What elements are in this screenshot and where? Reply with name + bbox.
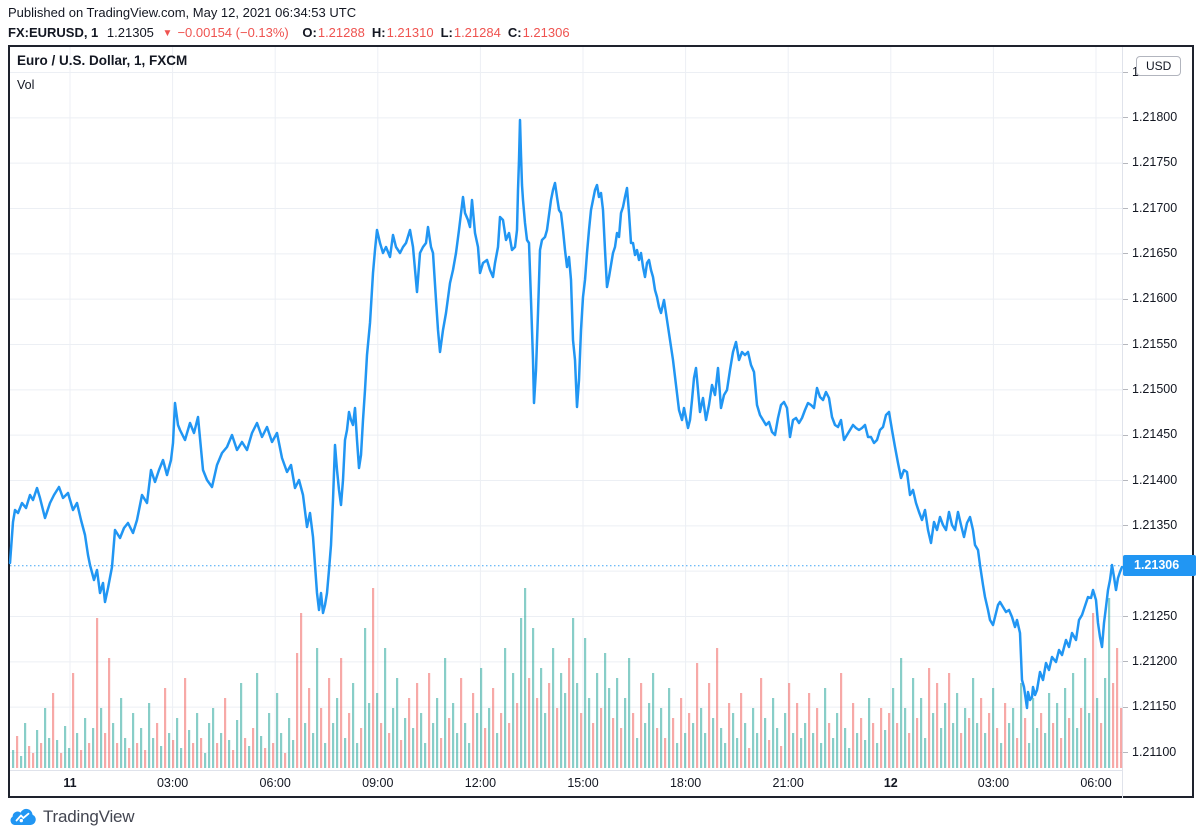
price-tick-label: 1.21350 bbox=[1132, 517, 1178, 532]
price-tick-mark bbox=[1123, 253, 1128, 255]
price-tick-mark bbox=[1123, 616, 1128, 617]
price-tick-mark bbox=[1123, 162, 1128, 164]
ohlc-value: 1.21310 bbox=[386, 25, 434, 40]
price-tick-label: 1.21450 bbox=[1132, 427, 1178, 442]
price-tick-label: 1.21550 bbox=[1132, 336, 1178, 351]
price-tick-label: 1.21750 bbox=[1132, 155, 1178, 170]
change-indicator: ▼ −0.00154 (−0.13%) bbox=[163, 25, 294, 40]
time-tick-label: 03:00 bbox=[156, 776, 189, 790]
price-scale-separator bbox=[1122, 47, 1123, 798]
price-tick-label: 1.21800 bbox=[1132, 109, 1178, 124]
ohlc-key: H: bbox=[371, 25, 386, 40]
change-value: −0.00154 (−0.13%) bbox=[177, 25, 289, 40]
price-tick-mark bbox=[1123, 298, 1128, 300]
tradingview-cloud-icon bbox=[10, 808, 36, 825]
symbol-status-bar: FX:EURUSD, 1 1.21305 ▼ −0.00154 (−0.13%) … bbox=[8, 25, 582, 40]
down-arrow-icon: ▼ bbox=[162, 28, 173, 39]
price-tick-label: 1.21600 bbox=[1132, 291, 1178, 306]
last-price-badge: 1.21306 bbox=[1123, 555, 1196, 577]
price-tick-mark bbox=[1123, 525, 1128, 527]
published-caption: Published on TradingView.com, May 12, 20… bbox=[8, 5, 357, 20]
price-tick-mark bbox=[1123, 706, 1128, 708]
tradingview-wordmark: TradingView bbox=[43, 807, 135, 826]
time-tick-label: 03:00 bbox=[977, 776, 1010, 790]
ohlc-values: O:1.21288 H:1.21310 L:1.21284 C:1.21306 bbox=[302, 25, 576, 40]
price-tick-mark bbox=[1123, 752, 1128, 753]
price-tick-label: 1.21700 bbox=[1132, 200, 1178, 215]
price-tick-label: 1.21250 bbox=[1132, 608, 1178, 623]
ohlc-key: C: bbox=[507, 25, 522, 40]
price-tick-mark bbox=[1123, 480, 1128, 481]
time-tick-label: 21:00 bbox=[772, 776, 804, 790]
symbol-label: FX:EURUSD, 1 bbox=[8, 25, 99, 40]
ohlc-key: L: bbox=[440, 25, 453, 40]
time-tick-label: 11 bbox=[63, 776, 77, 790]
time-tick-label: 06:00 bbox=[259, 776, 291, 790]
time-tick-label: 12:00 bbox=[464, 776, 497, 790]
price-tick-mark bbox=[1123, 117, 1128, 119]
ohlc-value: 1.21288 bbox=[317, 25, 365, 40]
time-tick-label: 09:00 bbox=[362, 776, 394, 790]
ohlc-value: 1.21284 bbox=[453, 25, 501, 40]
ohlc-value: 1.21306 bbox=[522, 25, 570, 40]
price-tick-mark bbox=[1123, 208, 1128, 209]
tradingview-logo[interactable]: TradingView bbox=[10, 806, 135, 828]
price-tick-mark bbox=[1123, 344, 1128, 345]
last-price: 1.21305 bbox=[106, 25, 154, 40]
price-tick-mark bbox=[1123, 434, 1128, 436]
ohlc-key: O: bbox=[302, 25, 317, 40]
currency-badge: USD bbox=[1136, 56, 1182, 76]
volume-indicator-label: Vol bbox=[17, 78, 35, 92]
time-tick-label: 06:00 bbox=[1080, 776, 1112, 790]
price-tick-label: 1.21200 bbox=[1132, 653, 1178, 668]
price-tick-label: 1.21500 bbox=[1132, 381, 1178, 396]
price-tick-label: 1.21400 bbox=[1132, 472, 1178, 487]
price-tick-label: 1.21650 bbox=[1132, 245, 1178, 260]
price-tick-mark bbox=[1123, 389, 1128, 391]
time-tick-label: 18:00 bbox=[669, 776, 702, 790]
time-scale-separator bbox=[10, 770, 1122, 771]
chart-title: Euro / U.S. Dollar, 1, FXCM bbox=[17, 53, 188, 68]
price-tick-label: 1.21150 bbox=[1132, 699, 1177, 714]
time-tick-label: 12 bbox=[883, 776, 898, 790]
price-tick-label: 1.21100 bbox=[1132, 744, 1177, 759]
time-tick-label: 15:00 bbox=[567, 776, 599, 790]
chart-plot-area[interactable] bbox=[10, 47, 1122, 770]
price-tick-mark bbox=[1123, 72, 1128, 73]
price-tick-mark bbox=[1123, 661, 1128, 663]
